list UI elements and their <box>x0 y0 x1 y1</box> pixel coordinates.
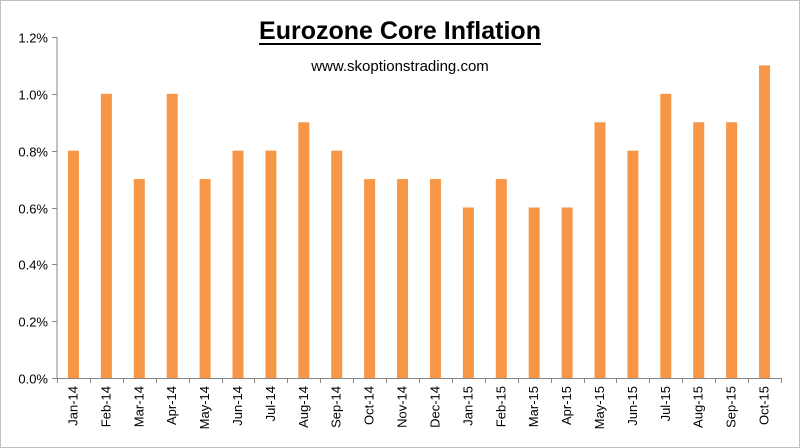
x-tick-label: Mar-15 <box>526 386 541 427</box>
bar <box>397 179 409 378</box>
bar <box>166 93 178 378</box>
bar <box>759 65 771 379</box>
bar <box>232 150 244 378</box>
y-tick-label: 0.2% <box>18 315 48 330</box>
x-axis: Jan-14 Feb-14 Mar-14 Apr-14 May-14 Jun-14 Jul-… <box>57 378 782 429</box>
y-tick-label: 1.0% <box>18 88 48 103</box>
x-tick-label: Aug-15 <box>691 386 706 428</box>
x-tick-label: Jul-14 <box>263 386 278 421</box>
x-tick-label: Jun-14 <box>230 386 245 426</box>
bar <box>199 179 211 378</box>
bar <box>528 207 540 378</box>
x-tick-label: Jun-15 <box>625 386 640 426</box>
x-tick-label: Feb-14 <box>98 386 113 427</box>
bar <box>364 179 376 378</box>
bar <box>265 150 277 378</box>
x-tick-label: Nov-14 <box>395 386 410 428</box>
x-tick-label: Dec-14 <box>427 386 442 428</box>
bar <box>693 122 705 378</box>
bar <box>462 207 474 378</box>
bars <box>67 65 771 379</box>
x-tick-label: Apr-14 <box>164 386 179 425</box>
bar <box>495 179 507 378</box>
x-tick-label: Apr-15 <box>559 386 574 425</box>
y-tick-label: 1.2% <box>18 31 48 46</box>
bar <box>429 179 441 378</box>
x-tick-label: May-14 <box>197 386 212 429</box>
chart-title: Eurozone Core Inflation <box>259 17 541 45</box>
bar <box>660 93 672 378</box>
bar <box>133 179 145 378</box>
x-tick-label: May-15 <box>592 386 607 429</box>
x-tick-label: Oct-15 <box>757 386 772 425</box>
bar <box>627 150 639 378</box>
x-tick-label: Feb-15 <box>493 386 508 427</box>
y-tick-label: 0.6% <box>18 202 48 217</box>
y-axis: 0.0% 0.2% 0.4% 0.6% 0.8% 1.0% 1.2% <box>18 31 58 387</box>
bar <box>561 207 573 378</box>
bar <box>331 150 343 378</box>
bar <box>67 150 79 378</box>
y-tick-label: 0.0% <box>18 372 48 387</box>
bar <box>594 122 606 378</box>
x-tick-label: Jan-14 <box>65 386 80 426</box>
y-tick-label: 0.4% <box>18 258 48 273</box>
bar <box>298 122 310 378</box>
x-tick-label: Sep-15 <box>724 386 739 428</box>
bar <box>100 93 112 378</box>
x-tick-label: Aug-14 <box>296 386 311 428</box>
x-tick-label: Mar-14 <box>131 386 146 427</box>
x-tick-label: Sep-14 <box>329 386 344 428</box>
y-tick-label: 0.8% <box>18 145 48 160</box>
x-tick-label: Jan-15 <box>460 386 475 426</box>
bar <box>726 122 738 378</box>
x-tick-label: Oct-14 <box>362 386 377 425</box>
x-tick-label: Jul-15 <box>658 386 673 421</box>
chart-subtitle: www.skoptionstrading.com <box>311 58 489 75</box>
